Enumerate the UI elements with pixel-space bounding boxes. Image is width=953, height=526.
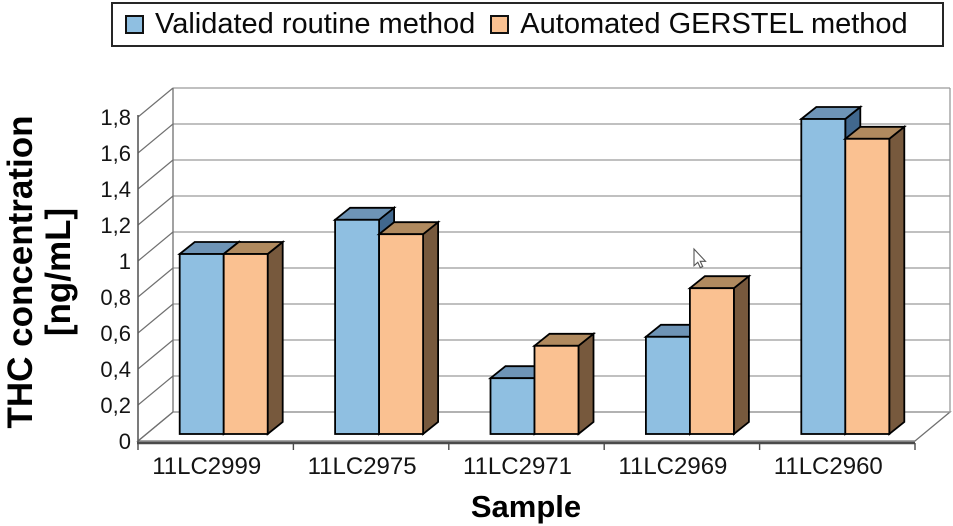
y-tick-mark [137, 267, 174, 298]
legend-label: Validated routine method [155, 8, 476, 40]
y-tick-mark [137, 411, 174, 442]
y-tick-label: 1,4 [100, 177, 131, 202]
bar-1-0 [222, 253, 269, 435]
y-tick-label: 1 [119, 249, 131, 274]
bar-1-2 [533, 344, 580, 435]
bar-1-1 [378, 233, 425, 435]
mouse-cursor-icon [693, 247, 707, 269]
y-tick-label: 0,4 [100, 357, 131, 382]
legend: Validated routine method Automated GERST… [111, 2, 944, 47]
bar-side-1-0 [266, 240, 284, 436]
bar-side-1-4 [888, 124, 906, 436]
y-tick-label: 0,8 [100, 285, 131, 310]
bar-side-1-2 [577, 331, 595, 436]
legend-item-automated-gerstel-method: Automated GERSTEL method [490, 8, 908, 40]
y-tick-mark [137, 303, 174, 334]
bar-side-1-1 [422, 220, 440, 436]
y-tick-label: 1,8 [100, 105, 131, 130]
x-axis-title: Sample [470, 489, 582, 524]
x-tick-label: 11LC2969 [618, 453, 727, 480]
x-tick-label: 11LC2971 [463, 453, 572, 480]
legend-item-validated-routine-method: Validated routine method [125, 10, 475, 39]
y-tick-mark [137, 159, 174, 190]
y-tick-label: 0 [119, 429, 131, 454]
legend-label: Automated GERSTEL method [520, 8, 908, 40]
y-tick-mark [137, 87, 174, 118]
bar-0-4 [800, 118, 847, 435]
bar-side-1-3 [733, 274, 750, 436]
legend-swatch-icon [125, 15, 144, 34]
y-tick-mark [137, 123, 174, 154]
bar-1-3 [689, 287, 735, 435]
y-tick-label: 1,2 [100, 213, 131, 238]
y-axis-title-line2: [ng/mL] [39, 207, 78, 337]
x-tick-label: 11LC2999 [152, 453, 261, 480]
y-tick-mark [137, 375, 174, 406]
y-tick-mark [137, 231, 174, 262]
bar-0-0 [178, 253, 225, 435]
y-tick-label: 0,2 [100, 393, 131, 418]
bar-0-1 [334, 218, 381, 435]
y-tick-mark [137, 195, 174, 226]
y-tick-label: 1,6 [100, 141, 131, 166]
y-axis-title-line1: THC concentration [1, 115, 40, 429]
bar-0-3 [645, 335, 691, 435]
y-tick-label: 0,6 [100, 321, 131, 346]
x-tick-label: 11LC2975 [308, 453, 417, 480]
bar-1-4 [844, 137, 891, 435]
y-axis-title: THC concentration [ng/mL] [1, 82, 78, 462]
bar-0-2 [489, 377, 536, 435]
y-tick-mark [137, 339, 174, 370]
legend-swatch-icon [490, 15, 510, 34]
x-tick-label: 11LC2960 [774, 453, 883, 480]
